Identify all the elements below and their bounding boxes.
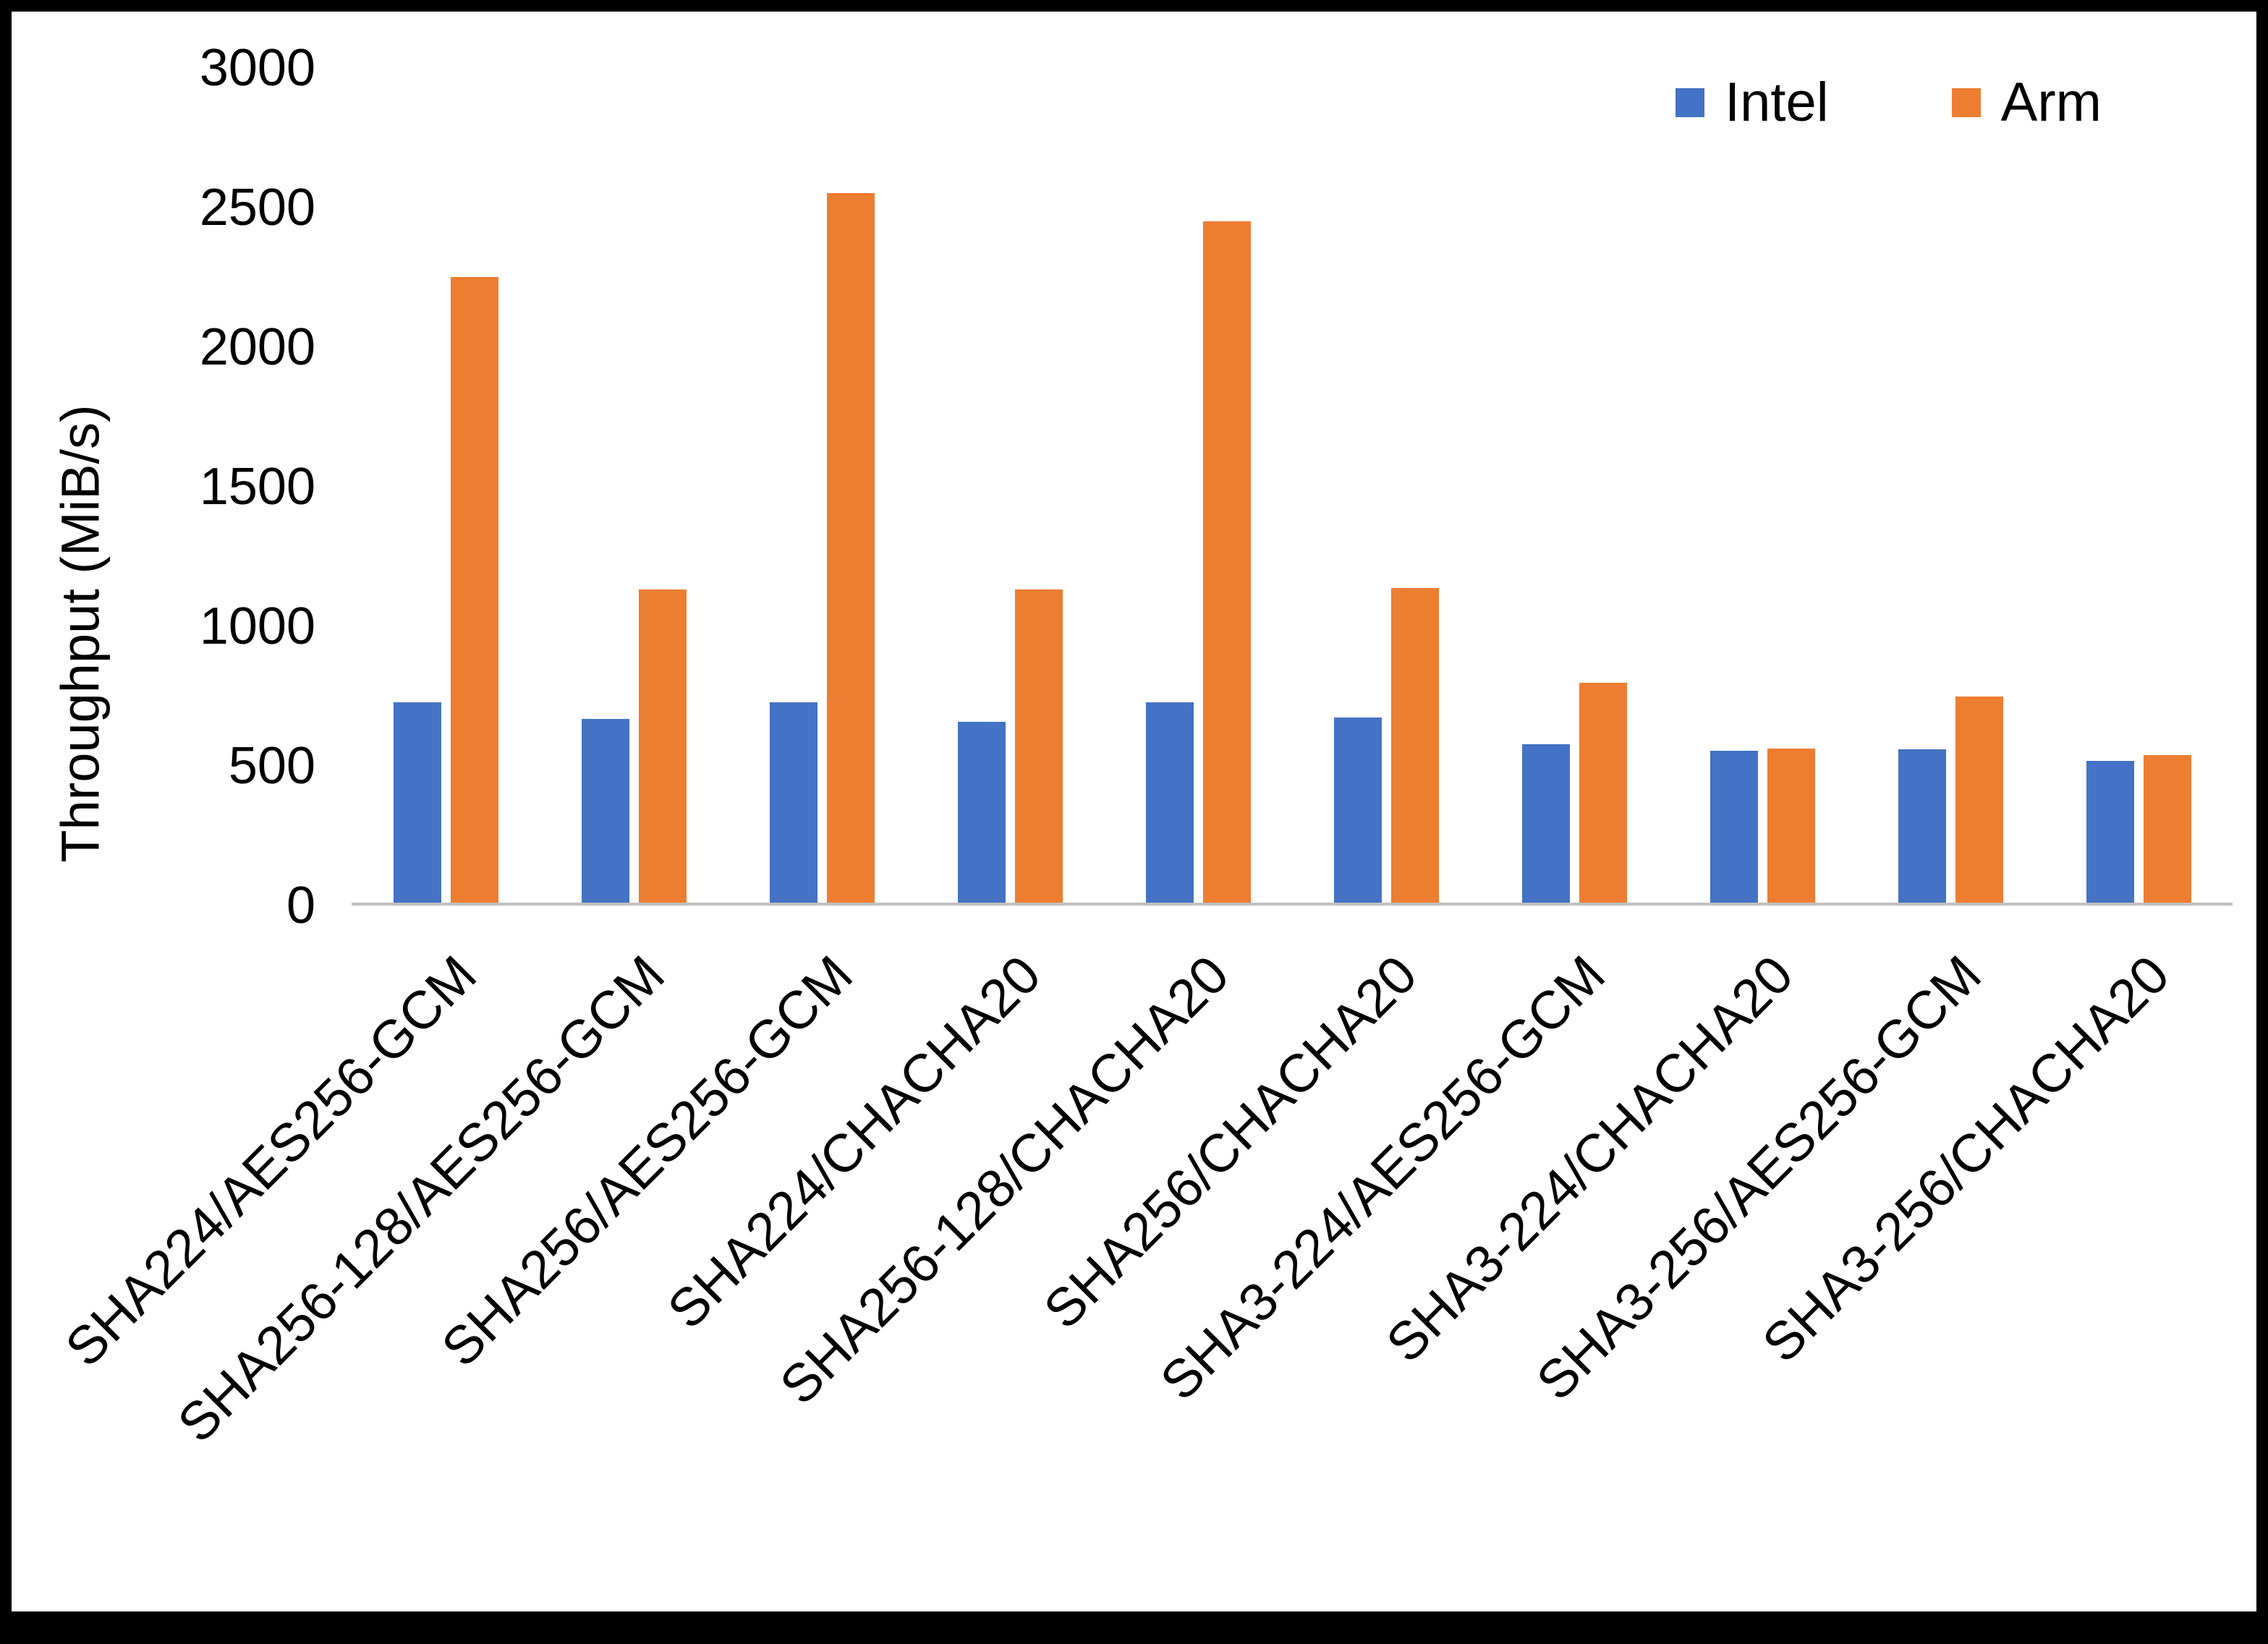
bar-intel xyxy=(957,721,1006,903)
bar-group xyxy=(1480,68,1668,903)
bar-arm xyxy=(1579,683,1627,903)
bar-arm xyxy=(1390,588,1439,903)
legend-label-arm: Arm xyxy=(2000,72,2102,133)
bar-arm xyxy=(638,589,687,903)
x-axis-labels: SHA224/AES256-GCM SHA256-128/AES256-GCM SH… xyxy=(54,908,2233,1596)
bar-intel xyxy=(1333,717,1382,903)
y-tick-label: 1000 xyxy=(199,597,315,655)
bar-group xyxy=(1292,68,1480,903)
bar-arm xyxy=(2143,755,2191,903)
bar-group xyxy=(1856,68,2044,903)
legend-item-intel: Intel xyxy=(1675,75,1829,130)
bar-group xyxy=(352,68,540,903)
y-tick-label: 500 xyxy=(228,737,315,795)
bar-arm xyxy=(1955,697,2003,903)
y-tick-label: 1500 xyxy=(199,458,315,516)
x-axis-label: SHA256/CHACHA20 xyxy=(1032,944,1428,1340)
bar-arm xyxy=(1767,748,1815,903)
legend-item-arm: Arm xyxy=(1951,72,2102,133)
bar-group xyxy=(1668,68,1856,903)
bar-arm xyxy=(1202,221,1251,903)
bar-intel xyxy=(769,702,817,903)
y-tick-label: 2500 xyxy=(199,179,315,237)
bar-intel xyxy=(1898,749,1946,903)
bar-arm xyxy=(1014,589,1063,903)
legend-label-intel: Intel xyxy=(1725,72,1829,133)
bar-group xyxy=(2044,68,2233,903)
bar-group xyxy=(540,68,728,903)
x-axis-label: SHA224/CHACHA20 xyxy=(655,944,1052,1340)
y-tick-label: 2000 xyxy=(199,318,315,376)
bar-intel xyxy=(2086,760,2134,903)
y-axis-ticks: 0 500 1000 1500 2000 2500 3000 xyxy=(12,42,315,932)
y-tick-label: 0 xyxy=(286,877,315,934)
bar-intel xyxy=(1710,751,1758,903)
bar-intel xyxy=(581,719,629,903)
bar-intel xyxy=(1521,744,1570,903)
plot-area xyxy=(352,68,2233,906)
legend-swatch-arm xyxy=(1951,88,1981,117)
y-tick-label: 3000 xyxy=(199,39,315,97)
bar-group xyxy=(728,68,916,903)
legend-swatch-intel xyxy=(1675,88,1704,117)
bar-group xyxy=(1104,68,1292,903)
bar-intel xyxy=(393,702,441,903)
bar-intel xyxy=(1145,702,1194,903)
bar-group xyxy=(916,68,1104,903)
legend: Intel Arm xyxy=(1675,75,2102,130)
bar-arm xyxy=(826,193,875,903)
bar-arm xyxy=(450,276,498,903)
